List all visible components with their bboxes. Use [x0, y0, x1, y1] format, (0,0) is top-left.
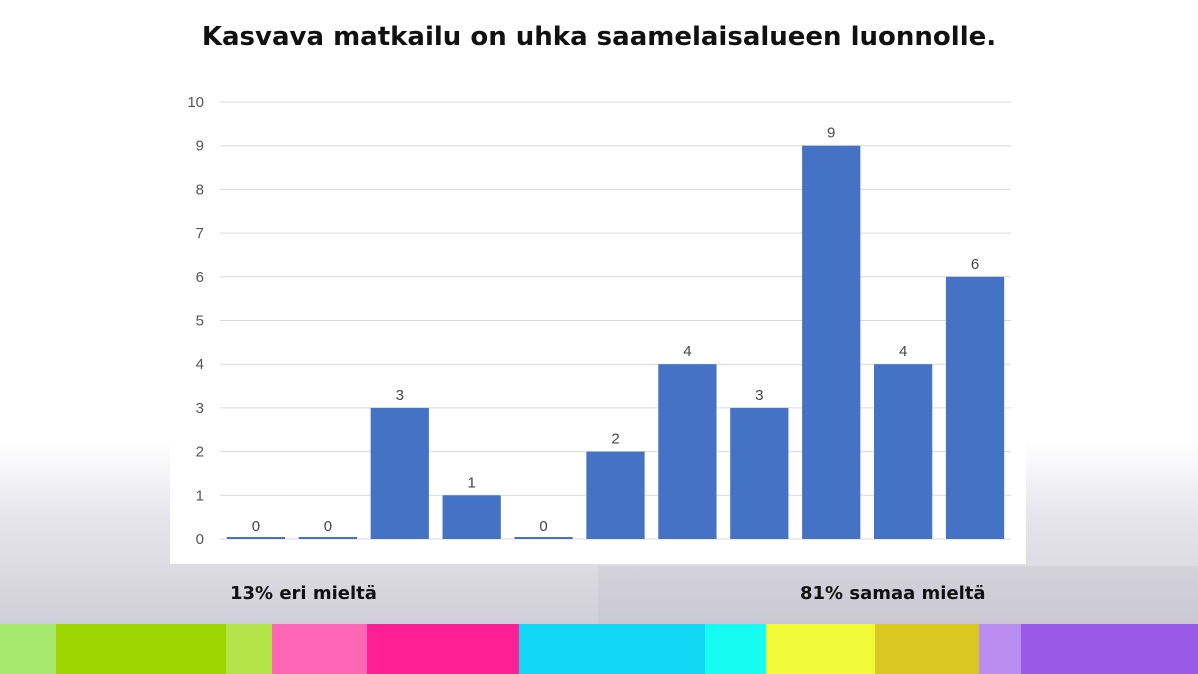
bar: [226, 537, 286, 539]
y-tick-label: 6: [196, 269, 204, 286]
bar-data-label: 2: [611, 431, 619, 448]
color-strip-segment: [226, 624, 272, 674]
color-strip-segment: [1021, 624, 1198, 674]
agree-caption: 81% samaa mieltä: [800, 583, 986, 604]
bar: [874, 364, 933, 539]
bar: [658, 364, 717, 539]
y-tick-label: 7: [196, 225, 204, 242]
bar-data-label: 0: [324, 518, 332, 535]
bar: [802, 145, 861, 539]
bar: [370, 407, 429, 539]
y-tick-label: 1: [196, 487, 204, 504]
y-tick-label: 2: [196, 444, 204, 461]
brand-color-strip: [0, 624, 1198, 674]
bar-chart: 0 1 2 3 4 5 6 7 8 9 10 0 0 3 1 0 2 4 3 9 4 6: [170, 74, 1026, 564]
color-strip-segment: [367, 624, 519, 674]
bar-data-label: 4: [899, 343, 907, 360]
bar: [945, 276, 1005, 539]
color-strip-segment: [979, 624, 1021, 674]
bar-data-label: 9: [827, 125, 835, 142]
color-strip-segment: [875, 624, 979, 674]
color-strip-segment: [272, 624, 367, 674]
y-tick-label: 0: [196, 531, 204, 548]
color-strip-segment: [705, 624, 766, 674]
bar-data-label: 3: [396, 387, 404, 404]
bar-data-label: 1: [468, 474, 476, 491]
color-strip-segment: [766, 624, 875, 674]
bar: [298, 537, 357, 539]
bar: [442, 495, 501, 539]
bar-data-label: 0: [539, 518, 547, 535]
bar-data-label: 3: [755, 387, 763, 404]
color-strip-segment: [56, 624, 226, 674]
bar-data-label: 4: [683, 343, 691, 360]
y-tick-label: 10: [187, 94, 204, 111]
y-tick-label: 5: [196, 313, 204, 330]
y-tick-label: 4: [196, 356, 204, 373]
color-strip-segment: [519, 624, 705, 674]
y-tick-label: 8: [196, 181, 204, 198]
color-strip-segment: [0, 624, 56, 674]
slide-title: Kasvava matkailu on uhka saamelaisalueen…: [201, 22, 997, 52]
y-tick-label: 3: [196, 400, 204, 417]
bar: [730, 407, 789, 539]
y-tick-label: 9: [196, 138, 204, 155]
disagree-caption: 13% eri mieltä: [230, 583, 377, 604]
caption-band-right: [598, 566, 1198, 624]
bar: [586, 451, 645, 539]
bar-data-label: 0: [252, 518, 260, 535]
bar: [514, 537, 573, 539]
bar-data-label: 6: [971, 256, 979, 273]
caption-band-left: [0, 566, 598, 624]
